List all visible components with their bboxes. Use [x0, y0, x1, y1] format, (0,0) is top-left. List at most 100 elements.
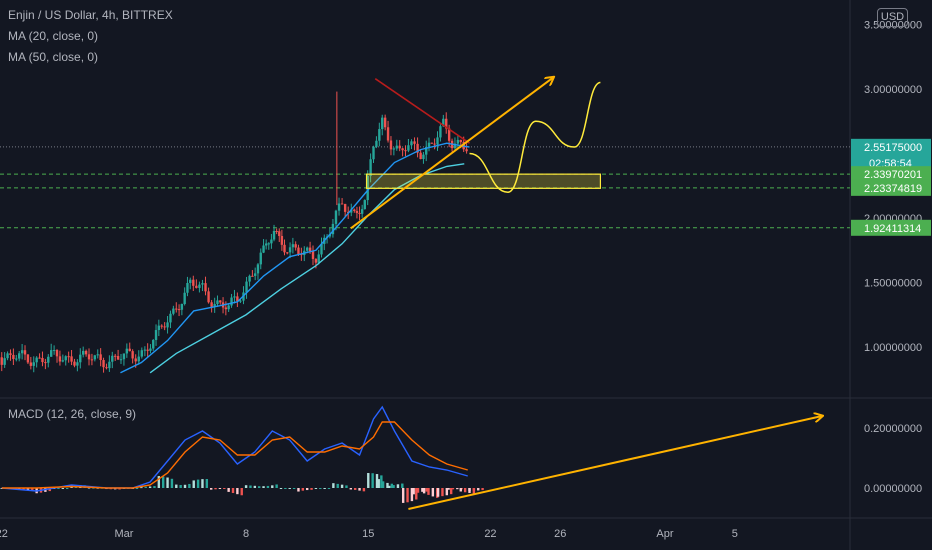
time-tick-label: Mar	[114, 528, 133, 540]
histogram-bar	[358, 488, 361, 491]
candle-body	[81, 350, 85, 355]
candle-body	[149, 348, 152, 351]
candle-body	[453, 143, 457, 149]
candle-body	[169, 313, 172, 323]
candle-body	[427, 142, 431, 147]
candle-body	[314, 258, 318, 263]
candle-body	[433, 143, 436, 145]
histogram-bar	[415, 488, 418, 500]
histogram-bar	[65, 488, 69, 489]
histogram-bar	[48, 488, 51, 492]
candle-body	[108, 361, 111, 369]
candle-body	[224, 307, 228, 310]
histogram-bar	[367, 473, 370, 488]
histogram-bar	[153, 486, 156, 488]
candle-body	[372, 146, 375, 160]
candle-body	[183, 292, 186, 304]
candle-body	[264, 243, 268, 246]
candle-body	[44, 362, 47, 364]
time-tick-label: 22	[484, 528, 496, 540]
candle-body	[381, 117, 384, 130]
histogram-bar	[140, 487, 143, 489]
histogram-bar	[183, 484, 187, 488]
candle-body	[175, 308, 178, 310]
candle-body	[350, 209, 353, 213]
candle-body	[6, 353, 9, 359]
histogram-bar	[192, 480, 195, 488]
candle-body	[12, 354, 15, 360]
candle-body	[163, 326, 166, 328]
candle-body	[343, 203, 347, 212]
histogram-bar	[392, 485, 395, 488]
histogram-bar	[362, 488, 366, 492]
histogram-bar	[275, 484, 278, 488]
histogram-bar	[477, 488, 480, 491]
candle-body	[201, 283, 204, 285]
candle-body	[430, 142, 434, 144]
candle-body	[410, 141, 413, 146]
candle-body	[275, 230, 278, 232]
candle-body	[3, 358, 6, 365]
price-tick-label: 1.50000000	[864, 278, 922, 290]
histogram-bar	[449, 488, 453, 495]
time-tick-label: Apr	[656, 528, 673, 540]
price-tag-label: 1.92411314	[864, 223, 921, 235]
candle-body	[340, 203, 344, 205]
candle-body	[186, 282, 189, 293]
candle-body	[79, 354, 82, 363]
price-tick-label: 1.00000000	[864, 342, 922, 354]
candle-body	[233, 296, 236, 298]
time-tick-label: 26	[554, 528, 566, 540]
candle-body	[116, 356, 120, 360]
candle-body	[195, 285, 198, 288]
candle-body	[272, 230, 276, 240]
histogram-bar	[231, 488, 235, 494]
price-tag-label: 2.23374819	[864, 183, 922, 195]
histogram-bar	[135, 488, 139, 489]
candle-body	[122, 353, 126, 360]
candle-body	[192, 279, 195, 286]
candle-body	[283, 244, 286, 253]
histogram-bar	[463, 488, 467, 493]
macd-projection-arrow	[408, 416, 822, 510]
candle-body	[422, 154, 425, 160]
candle-body	[143, 349, 147, 351]
histogram-bar	[481, 488, 484, 491]
candle-body	[305, 247, 309, 251]
histogram-bar	[445, 488, 449, 496]
macd-histogram	[0, 473, 484, 503]
candle-body	[64, 356, 67, 361]
candle-body	[392, 148, 396, 150]
histogram-bar	[421, 488, 424, 492]
histogram-bar	[214, 488, 217, 490]
candle-body	[17, 353, 21, 359]
histogram-bar	[284, 488, 287, 489]
candle-body	[230, 297, 233, 306]
candle-body	[439, 126, 442, 138]
candle-body	[105, 367, 108, 369]
candle-body	[180, 303, 184, 310]
candle-body	[160, 325, 163, 327]
candle-body	[9, 353, 12, 355]
candle-body	[125, 348, 129, 354]
time-tick-label: 5	[732, 528, 738, 540]
histogram-bar	[253, 485, 257, 488]
histogram-bar	[319, 488, 322, 489]
candle-body	[459, 139, 462, 143]
histogram-bar	[266, 485, 270, 488]
candle-body	[378, 129, 381, 141]
histogram-bar	[244, 485, 248, 488]
candle-body	[137, 356, 140, 362]
histogram-bar	[349, 488, 353, 490]
price-tag-label: 2.33970201	[864, 169, 922, 181]
macd-series-signal	[1, 421, 468, 489]
candle-body	[278, 231, 281, 236]
histogram-bar	[332, 483, 335, 488]
candle-body	[70, 356, 73, 362]
currency-button[interactable]: USD	[877, 8, 908, 27]
candle-body	[32, 362, 35, 366]
histogram-bar	[381, 481, 385, 488]
histogram-bar	[353, 488, 357, 490]
